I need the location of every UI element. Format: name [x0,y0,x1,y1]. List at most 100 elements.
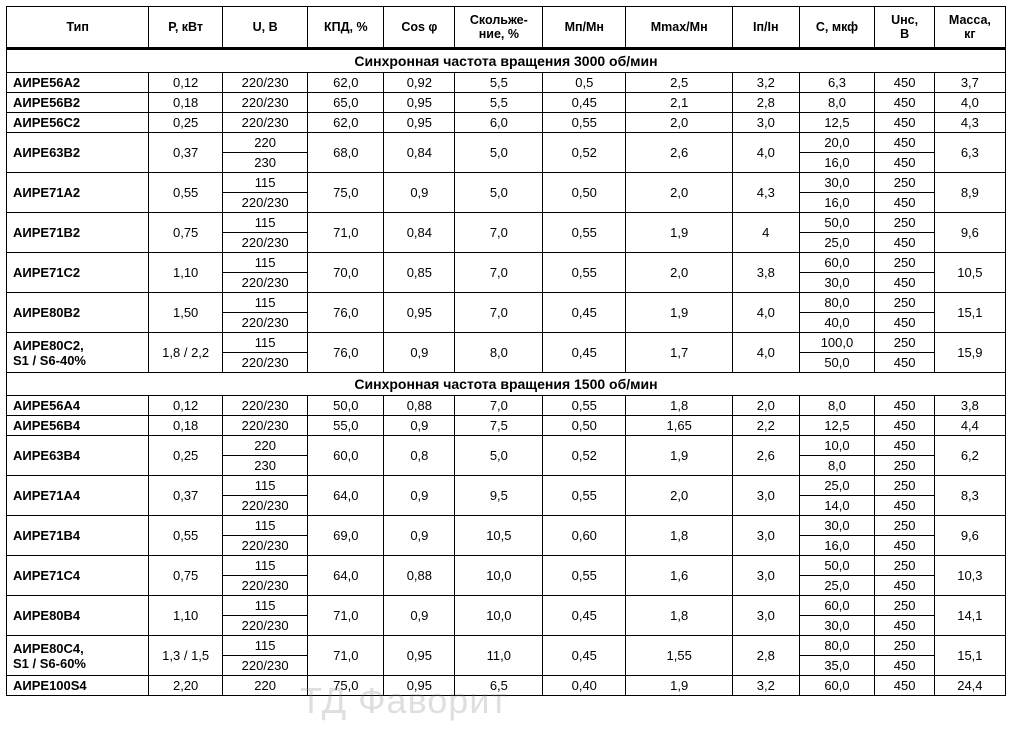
table-row: АИРЕ71А40,3711564,00,99,50,552,03,025,02… [7,476,1006,496]
cell-mp: 0,50 [543,173,626,213]
col-u: U, В [222,7,307,49]
cell-mmax: 2,6 [626,133,733,173]
table-row: АИРЕ56В40,18220/23055,00,97,50,501,652,2… [7,416,1006,436]
cell-in: 2,2 [733,416,799,436]
cell-slip: 5,0 [455,133,543,173]
cell-mmax: 1,9 [626,213,733,253]
cell-mp: 0,60 [543,516,626,556]
col-p: Р, кВт [149,7,223,49]
cell-kpd: 65,0 [308,93,384,113]
cell-u: 220/230 [222,93,307,113]
cell-c: 20,0 [799,133,875,153]
cell-c: 60,0 [799,253,875,273]
cell-in: 2,8 [733,93,799,113]
cell-slip: 11,0 [455,636,543,676]
cell-unc: 450 [875,396,934,416]
cell-kpd: 64,0 [308,556,384,596]
cell-u: 220/230 [222,616,307,636]
cell-unc: 250 [875,476,934,496]
cell-u: 115 [222,516,307,536]
col-c: C, мкф [799,7,875,49]
cell-mmax: 2,0 [626,476,733,516]
cell-in: 3,0 [733,596,799,636]
cell-mmax: 2,0 [626,173,733,213]
cell-mass: 10,5 [934,253,1005,293]
cell-slip: 5,0 [455,436,543,476]
cell-unc: 450 [875,133,934,153]
cell-cos: 0,95 [384,93,455,113]
cell-kpd: 68,0 [308,133,384,173]
table-row: АИРЕ56А40,12220/23050,00,887,00,551,82,0… [7,396,1006,416]
cell-type: АИРЕ63В2 [7,133,149,173]
cell-mass: 6,3 [934,133,1005,173]
cell-kpd: 76,0 [308,293,384,333]
cell-unc: 250 [875,516,934,536]
cell-unc: 450 [875,273,934,293]
cell-c: 10,0 [799,436,875,456]
cell-u: 220 [222,676,307,696]
section-header: Синхронная частота вращения 3000 об/мин [7,49,1006,73]
col-mp: Mп/Mн [543,7,626,49]
cell-type: АИРЕ80С2,S1 / S6-40% [7,333,149,373]
cell-cos: 0,9 [384,596,455,636]
cell-cos: 0,92 [384,73,455,93]
cell-mp: 0,55 [543,213,626,253]
col-unc: Uнс,В [875,7,934,49]
cell-mmax: 1,9 [626,436,733,476]
cell-mp: 0,45 [543,93,626,113]
cell-mp: 0,55 [543,113,626,133]
cell-kpd: 60,0 [308,436,384,476]
cell-mass: 3,8 [934,396,1005,416]
table-row: АИРЕ80С2,S1 / S6-40%1,8 / 2,211576,00,98… [7,333,1006,353]
cell-kpd: 71,0 [308,213,384,253]
cell-type: АИРЕ63В4 [7,436,149,476]
cell-c: 16,0 [799,536,875,556]
cell-type: АИРЕ56В2 [7,93,149,113]
cell-mp: 0,50 [543,416,626,436]
table-header: Тип Р, кВт U, В КПД, % Cos φ Скольже-ние… [7,7,1006,49]
cell-kpd: 50,0 [308,396,384,416]
table-row: АИРЕ80В21,5011576,00,957,00,451,94,080,0… [7,293,1006,313]
col-mmax: Mmax/Mн [626,7,733,49]
cell-mmax: 1,8 [626,516,733,556]
cell-mass: 9,6 [934,213,1005,253]
table-row: АИРЕ71С40,7511564,00,8810,00,551,63,050,… [7,556,1006,576]
cell-mp: 0,55 [543,556,626,596]
cell-in: 3,8 [733,253,799,293]
cell-mp: 0,45 [543,333,626,373]
cell-unc: 450 [875,153,934,173]
cell-in: 3,0 [733,516,799,556]
cell-cos: 0,88 [384,396,455,416]
table-row: АИРЕ56С20,25220/23062,00,956,00,552,03,0… [7,113,1006,133]
cell-unc: 250 [875,456,934,476]
cell-slip: 7,0 [455,396,543,416]
cell-u: 115 [222,556,307,576]
cell-cos: 0,9 [384,333,455,373]
cell-c: 30,0 [799,616,875,636]
cell-mp: 0,45 [543,596,626,636]
cell-kpd: 76,0 [308,333,384,373]
cell-slip: 5,5 [455,93,543,113]
cell-mp: 0,40 [543,676,626,696]
table-row: АИРЕ63В20,3722068,00,845,00,522,64,020,0… [7,133,1006,153]
cell-type: АИРЕ56С2 [7,113,149,133]
cell-mmax: 1,7 [626,333,733,373]
cell-c: 60,0 [799,596,875,616]
cell-mmax: 1,9 [626,676,733,696]
cell-u: 220/230 [222,193,307,213]
cell-type: АИРЕ80С4,S1 / S6-60% [7,636,149,676]
cell-c: 12,5 [799,416,875,436]
cell-mass: 24,4 [934,676,1005,696]
cell-mass: 4,3 [934,113,1005,133]
cell-p: 0,18 [149,93,223,113]
cell-unc: 250 [875,636,934,656]
cell-kpd: 71,0 [308,596,384,636]
cell-unc: 450 [875,233,934,253]
cell-in: 3,2 [733,676,799,696]
cell-cos: 0,95 [384,113,455,133]
cell-slip: 7,0 [455,293,543,333]
col-type: Тип [7,7,149,49]
cell-mmax: 1,6 [626,556,733,596]
cell-mp: 0,45 [543,636,626,676]
cell-mass: 4,4 [934,416,1005,436]
